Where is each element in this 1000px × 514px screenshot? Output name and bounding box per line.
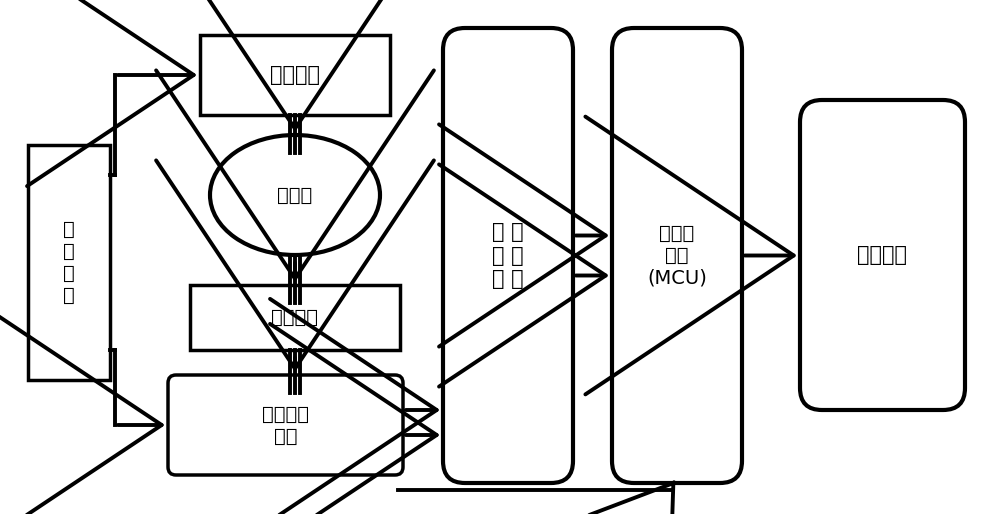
Text: 光电接收
系统: 光电接收 系统: [262, 405, 309, 446]
Text: 光栅盘: 光栅盘: [277, 186, 313, 205]
FancyBboxPatch shape: [443, 28, 573, 483]
Text: 总线接口: 总线接口: [858, 245, 908, 265]
Text: 高速处
理器
(MCU): 高速处 理器 (MCU): [647, 224, 707, 287]
Text: 正弦狭缝: 正弦狭缝: [272, 308, 318, 327]
Text: 光
强
反
馈: 光 强 反 馈: [63, 220, 75, 305]
Text: 发光系统: 发光系统: [270, 65, 320, 85]
Bar: [190, 285, 400, 350]
FancyBboxPatch shape: [800, 100, 965, 410]
Text: 模 拟
信 号
处 理: 模 拟 信 号 处 理: [492, 222, 524, 289]
FancyBboxPatch shape: [612, 28, 742, 483]
Ellipse shape: [210, 135, 380, 255]
Bar: [28, 145, 110, 380]
FancyBboxPatch shape: [168, 375, 403, 475]
Bar: [200, 35, 390, 115]
